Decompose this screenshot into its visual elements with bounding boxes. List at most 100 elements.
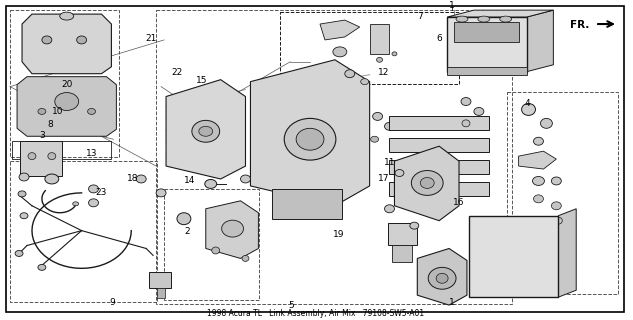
Ellipse shape (38, 264, 46, 270)
Ellipse shape (15, 251, 23, 256)
Text: 12: 12 (378, 68, 389, 76)
Text: 1: 1 (449, 1, 455, 10)
Polygon shape (320, 20, 360, 40)
Bar (389, 160, 489, 174)
Ellipse shape (77, 36, 87, 44)
Bar (164, 189, 260, 300)
Polygon shape (166, 80, 246, 179)
Ellipse shape (38, 108, 46, 115)
Ellipse shape (89, 199, 99, 207)
Bar (389, 182, 489, 196)
Text: 22: 22 (172, 68, 182, 76)
Ellipse shape (411, 171, 443, 195)
Ellipse shape (192, 120, 220, 142)
Polygon shape (206, 201, 258, 259)
Text: 18: 18 (127, 174, 138, 183)
Ellipse shape (87, 108, 96, 115)
Ellipse shape (392, 52, 397, 56)
Ellipse shape (456, 16, 468, 22)
Ellipse shape (499, 16, 511, 22)
Bar (156, 10, 511, 304)
Ellipse shape (89, 185, 99, 193)
Ellipse shape (478, 16, 490, 22)
Ellipse shape (361, 79, 368, 84)
Ellipse shape (242, 255, 249, 261)
Text: 15: 15 (196, 76, 208, 84)
Text: 2: 2 (185, 227, 191, 236)
Text: 1998 Acura TL   Link Assembly, Air Mix   79108-SW5-A01: 1998 Acura TL Link Assembly, Air Mix 791… (208, 308, 425, 317)
Ellipse shape (436, 273, 448, 283)
Text: 9: 9 (110, 298, 115, 307)
Ellipse shape (222, 220, 244, 237)
Ellipse shape (333, 47, 347, 57)
Bar (506, 92, 618, 294)
Ellipse shape (20, 213, 28, 219)
Bar (10, 10, 120, 157)
Ellipse shape (532, 177, 544, 185)
Text: 8: 8 (47, 120, 53, 129)
Polygon shape (518, 151, 556, 169)
Bar (389, 138, 489, 152)
Polygon shape (251, 60, 370, 206)
Text: 10: 10 (52, 107, 63, 116)
Ellipse shape (42, 36, 52, 44)
Ellipse shape (296, 128, 324, 150)
Ellipse shape (384, 122, 394, 130)
Bar (12, 141, 111, 159)
Bar (389, 116, 489, 130)
Bar (272, 189, 342, 219)
Ellipse shape (177, 213, 191, 225)
Text: 11: 11 (384, 158, 396, 167)
Ellipse shape (429, 268, 456, 289)
Polygon shape (22, 14, 111, 74)
Ellipse shape (73, 202, 78, 206)
Ellipse shape (551, 177, 561, 185)
Ellipse shape (211, 247, 220, 254)
Text: 16: 16 (453, 198, 465, 207)
Text: FR.: FR. (570, 20, 589, 30)
Text: 4: 4 (524, 100, 530, 108)
Bar (157, 288, 165, 298)
Text: 3: 3 (39, 131, 45, 140)
Ellipse shape (345, 70, 354, 78)
Ellipse shape (204, 180, 216, 188)
Polygon shape (527, 10, 553, 72)
Text: 14: 14 (184, 176, 195, 185)
Ellipse shape (474, 108, 484, 116)
Text: 20: 20 (61, 80, 73, 89)
Ellipse shape (136, 175, 146, 183)
Bar (469, 216, 558, 297)
Ellipse shape (284, 118, 336, 160)
Ellipse shape (551, 202, 561, 210)
Ellipse shape (19, 173, 29, 181)
Bar (387, 223, 417, 244)
Bar (149, 272, 171, 288)
Ellipse shape (395, 170, 404, 177)
Polygon shape (558, 209, 576, 297)
Ellipse shape (18, 191, 26, 197)
Polygon shape (447, 10, 553, 17)
Ellipse shape (410, 222, 419, 229)
Ellipse shape (156, 189, 166, 197)
Text: 19: 19 (334, 230, 345, 239)
Bar (454, 22, 518, 42)
Ellipse shape (199, 126, 213, 136)
Ellipse shape (461, 98, 471, 106)
Ellipse shape (534, 195, 544, 203)
Ellipse shape (45, 174, 59, 184)
Bar (447, 17, 527, 72)
Ellipse shape (241, 175, 251, 183)
Polygon shape (17, 77, 116, 136)
Ellipse shape (60, 12, 73, 20)
Bar (447, 67, 527, 75)
Polygon shape (417, 249, 467, 305)
Polygon shape (394, 146, 459, 221)
Bar (392, 244, 412, 262)
Ellipse shape (28, 153, 36, 160)
Ellipse shape (420, 178, 434, 188)
Bar (370, 24, 389, 54)
Ellipse shape (371, 136, 379, 142)
Text: 7: 7 (417, 12, 423, 21)
Text: 6: 6 (436, 34, 442, 43)
Bar (280, 12, 459, 84)
